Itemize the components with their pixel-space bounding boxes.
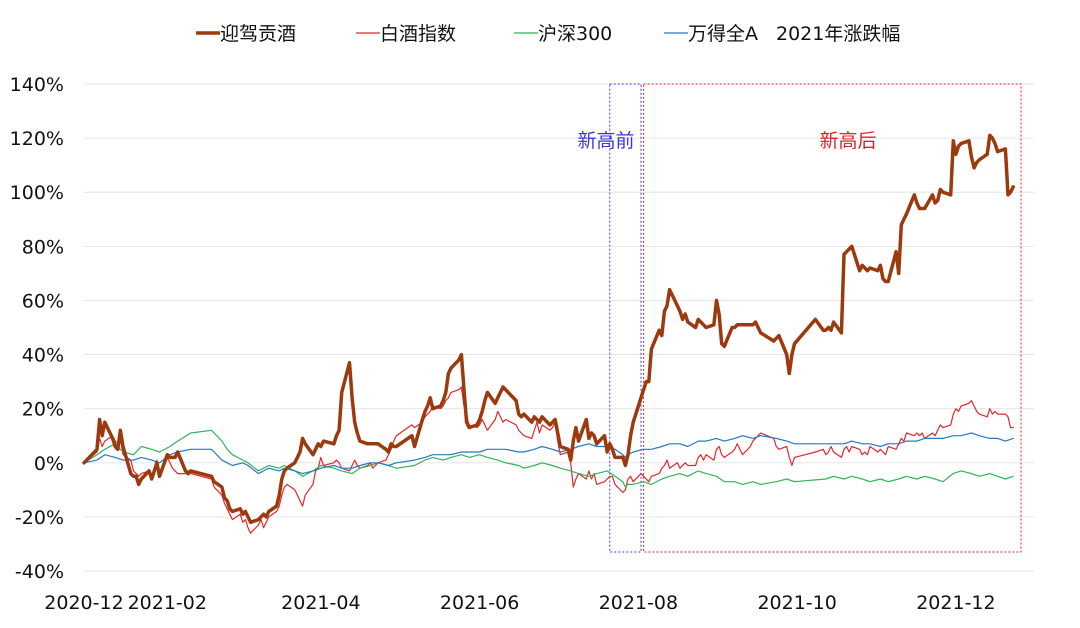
legend-label: 迎驾贡酒 xyxy=(220,23,296,45)
y-tick-label: 60% xyxy=(22,290,64,312)
series-line xyxy=(82,133,1015,525)
chart-series xyxy=(82,133,1015,534)
legend-label: 万得全A xyxy=(688,23,758,45)
x-axis: 2020-12 2021-02 2021-04 2021-06 2021-08 2021-… xyxy=(44,592,995,614)
y-tick-label: 20% xyxy=(22,399,64,421)
x-tick-label: 2021-12 xyxy=(916,592,995,614)
y-tick-label: 40% xyxy=(22,345,64,367)
y-tick-label: 0% xyxy=(34,453,64,475)
series-line xyxy=(83,432,1014,475)
legend-suffix: 2021年涨跌幅 xyxy=(776,23,900,45)
annotation-box xyxy=(609,83,642,553)
x-tick-label: 2021-08 xyxy=(599,592,678,614)
y-tick-label: 140% xyxy=(10,74,64,96)
x-tick-label: 2021-02 xyxy=(128,592,207,614)
legend-label: 沪深300 xyxy=(538,23,612,45)
y-tick-label: 120% xyxy=(10,128,64,150)
annotation-label: 新高前 xyxy=(577,130,634,152)
y-tick-label: 100% xyxy=(10,182,64,204)
x-tick-label: 2021-06 xyxy=(440,592,519,614)
annotation-box xyxy=(643,83,1022,553)
x-tick-label: 2021-10 xyxy=(757,592,836,614)
y-tick-label: -40% xyxy=(15,561,64,583)
legend-label: 白酒指数 xyxy=(380,23,456,45)
x-tick-label: 2020-12 xyxy=(44,592,123,614)
annotation-label: 新高后 xyxy=(819,130,876,152)
annotation-boxes: 新高前 新高后 xyxy=(577,83,1022,553)
chart-legend: 迎驾贡酒 白酒指数 沪深300 万得全A 2021年涨跌幅 xyxy=(196,23,900,45)
y-tick-label: -20% xyxy=(15,507,64,529)
y-tick-label: 80% xyxy=(22,236,64,258)
x-tick-label: 2021-04 xyxy=(281,592,360,614)
y-axis: -40% -20% 0% 20% 40% 60% 80% 100% 120% 140% xyxy=(10,74,64,583)
series-line xyxy=(83,429,1014,488)
